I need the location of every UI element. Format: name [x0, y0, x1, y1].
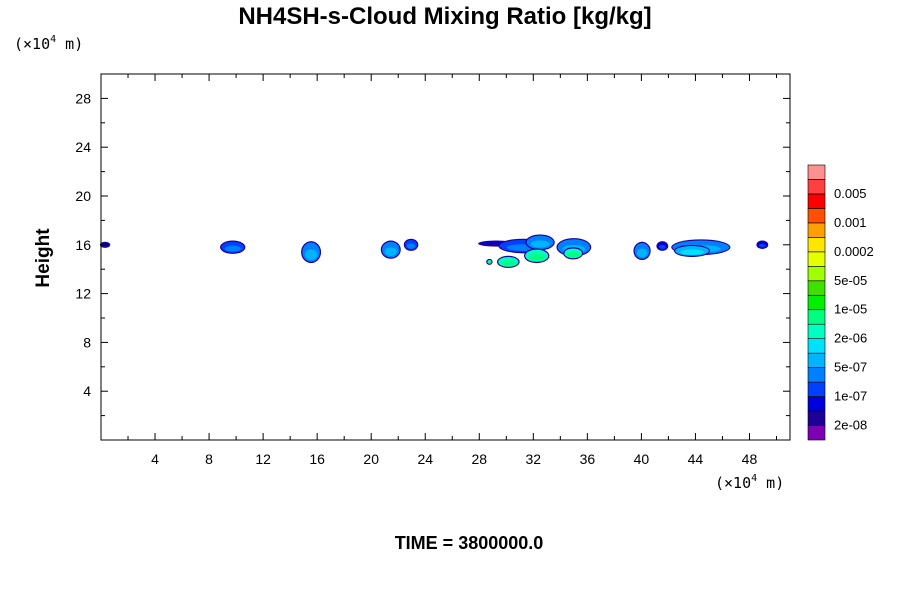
- colorbar-swatch: [807, 208, 826, 224]
- y-unit-exponent: 4: [50, 34, 56, 45]
- colorbar-swatch: [807, 294, 826, 311]
- colorbar-swatch: [807, 381, 826, 397]
- colorbar-swatch: [807, 352, 826, 368]
- colorbar-swatch: [807, 309, 826, 325]
- x-tick-label: 4: [151, 451, 159, 467]
- cloud-region: [301, 241, 322, 264]
- colorbar: 2e-08 1e-07 5e-07 2e-06 1e-05 5e-05 0.0002 0.00…: [807, 164, 874, 441]
- x-tick-label: 24: [417, 451, 433, 467]
- colorbar-label: 5e-05: [834, 273, 867, 288]
- colorbar-swatch: [807, 396, 826, 412]
- cloud-core: [487, 261, 491, 264]
- x-unit-label: (×104 m): [715, 473, 784, 492]
- cloud-core: [659, 244, 666, 249]
- plot-clouds: [99, 234, 769, 268]
- cloud-core: [406, 243, 416, 249]
- colorbar-swatch: [807, 266, 826, 282]
- x-tick-label: 8: [205, 451, 213, 467]
- colorbar-label: 2e-08: [834, 418, 867, 433]
- x-tick-label: 20: [363, 451, 379, 467]
- x-unit-exponent: 4: [751, 473, 757, 484]
- cloud-core: [384, 247, 397, 257]
- colorbar-label: 0.001: [834, 215, 867, 230]
- colorbar-swatch: [807, 280, 826, 296]
- cloud-region: [403, 238, 419, 251]
- colorbar-swatch: [807, 323, 826, 339]
- x-tick-label: 16: [309, 451, 325, 467]
- y-tick-label: 12: [75, 286, 91, 302]
- y-axis-label: Height: [33, 228, 54, 288]
- cloud-core: [758, 243, 766, 248]
- cloud-core: [224, 245, 241, 252]
- cloud-region: [563, 247, 584, 260]
- cloud-region: [656, 241, 669, 251]
- x-tick-label: 36: [580, 451, 596, 467]
- x-tick-label: 40: [634, 451, 650, 467]
- cloud-region: [525, 234, 555, 251]
- cloud-core: [528, 253, 545, 261]
- y-tick-label: 24: [75, 139, 91, 155]
- y-tick-label: 4: [83, 383, 91, 399]
- y-tick-label: 8: [83, 334, 91, 350]
- cloud-region: [633, 241, 651, 261]
- chart-title: NH4SH-s-Cloud Mixing Ratio [kg/kg]: [238, 3, 651, 30]
- y-tick-label: 20: [75, 188, 91, 204]
- colorbar-swatch: [807, 338, 826, 354]
- colorbar-swatch: [807, 425, 826, 441]
- colorbar-swatch: [807, 164, 826, 180]
- cloud-region: [486, 258, 493, 265]
- colorbar-swatch: [807, 222, 826, 238]
- colorbar-label: 2e-06: [834, 331, 867, 346]
- colorbar-swatch: [807, 237, 826, 253]
- colorbar-swatch: [807, 251, 826, 267]
- y-unit-label: (×104 m): [14, 34, 83, 53]
- y-tick-label: 16: [75, 237, 91, 253]
- cloud-core: [304, 249, 318, 260]
- plot-frame: [100, 73, 791, 441]
- cloud-core: [636, 248, 648, 258]
- cloud-core: [680, 249, 704, 255]
- colorbar-label: 1e-05: [834, 302, 867, 317]
- cloud-core: [501, 260, 516, 266]
- cloud-region: [756, 240, 769, 250]
- time-label: TIME = 3800000.0: [395, 533, 544, 553]
- colorbar-swatch: [807, 179, 826, 195]
- x-tick-label: 28: [471, 451, 487, 467]
- cloud-core: [567, 251, 580, 258]
- cloud-core: [530, 240, 550, 248]
- x-tick-label: 44: [688, 451, 704, 467]
- cloud-region: [220, 240, 246, 254]
- y-tick-label: 28: [75, 90, 91, 106]
- x-tick-label: 48: [742, 451, 758, 467]
- x-tick-label: 32: [526, 451, 542, 467]
- colorbar-swatch: [807, 410, 826, 426]
- colorbar-label: 0.0002: [834, 244, 874, 259]
- colorbar-label: 5e-07: [834, 360, 867, 375]
- x-tick-label: 12: [255, 451, 271, 467]
- cloud-region: [524, 248, 550, 264]
- cloud-region: [673, 244, 711, 257]
- colorbar-label: 0.005: [834, 186, 867, 201]
- cloud-region: [496, 255, 520, 268]
- colorbar-swatch: [807, 367, 826, 383]
- cloud-region: [380, 240, 401, 259]
- colorbar-label: 1e-07: [834, 389, 867, 404]
- colorbar-swatch: [807, 193, 826, 209]
